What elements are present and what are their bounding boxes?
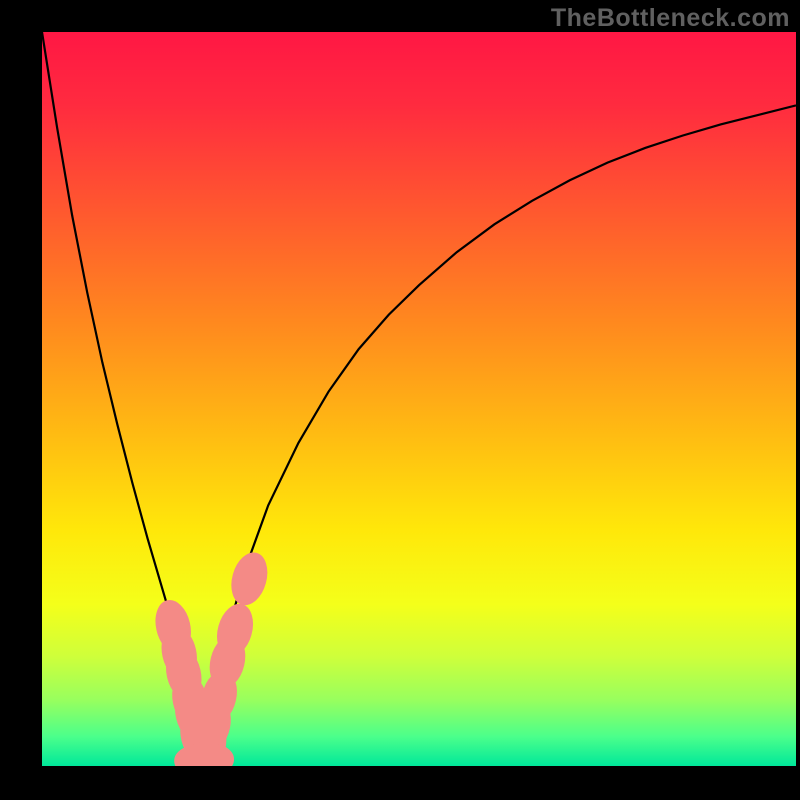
chart-frame: TheBottleneck.com bbox=[0, 0, 800, 800]
plot-area bbox=[42, 32, 796, 766]
watermark-text: TheBottleneck.com bbox=[551, 4, 790, 33]
bottleneck-curve-chart bbox=[42, 32, 796, 766]
gradient-background bbox=[42, 32, 796, 766]
